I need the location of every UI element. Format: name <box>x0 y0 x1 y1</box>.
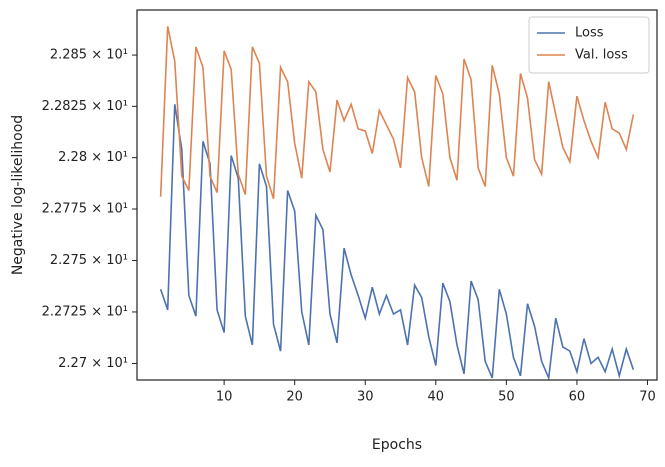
line-series <box>159 104 635 382</box>
y-tick-label: 2.28 × 10¹ <box>58 150 128 165</box>
y-tick-label: 2.2725 × 10¹ <box>42 304 128 319</box>
x-tick-label: 10 <box>216 390 233 405</box>
legend-box <box>528 16 650 74</box>
plot-frame <box>136 9 658 381</box>
x-tick-label: 60 <box>569 390 586 405</box>
legend-label: Loss <box>575 26 604 41</box>
y-tick-label: 2.2775 × 10¹ <box>42 202 128 217</box>
x-tick-label: 20 <box>286 390 303 405</box>
x-tick-label: 50 <box>498 390 515 405</box>
x-tick-label: 70 <box>639 390 656 405</box>
y-axis-label: Negative log-likelihood <box>10 115 26 275</box>
y-tick-label: 2.275 × 10¹ <box>50 253 128 268</box>
x-tick-label: 30 <box>357 390 374 405</box>
y-tick-label: 2.2825 × 10¹ <box>42 99 128 114</box>
y-tick-label: 2.285 × 10¹ <box>50 48 128 63</box>
x-axis-label: Epochs <box>372 437 422 453</box>
legend-label: Val. loss <box>575 48 628 63</box>
line-series <box>159 26 635 199</box>
x-tick-label: 40 <box>428 390 445 405</box>
y-tick-label: 2.27 × 10¹ <box>58 356 128 371</box>
